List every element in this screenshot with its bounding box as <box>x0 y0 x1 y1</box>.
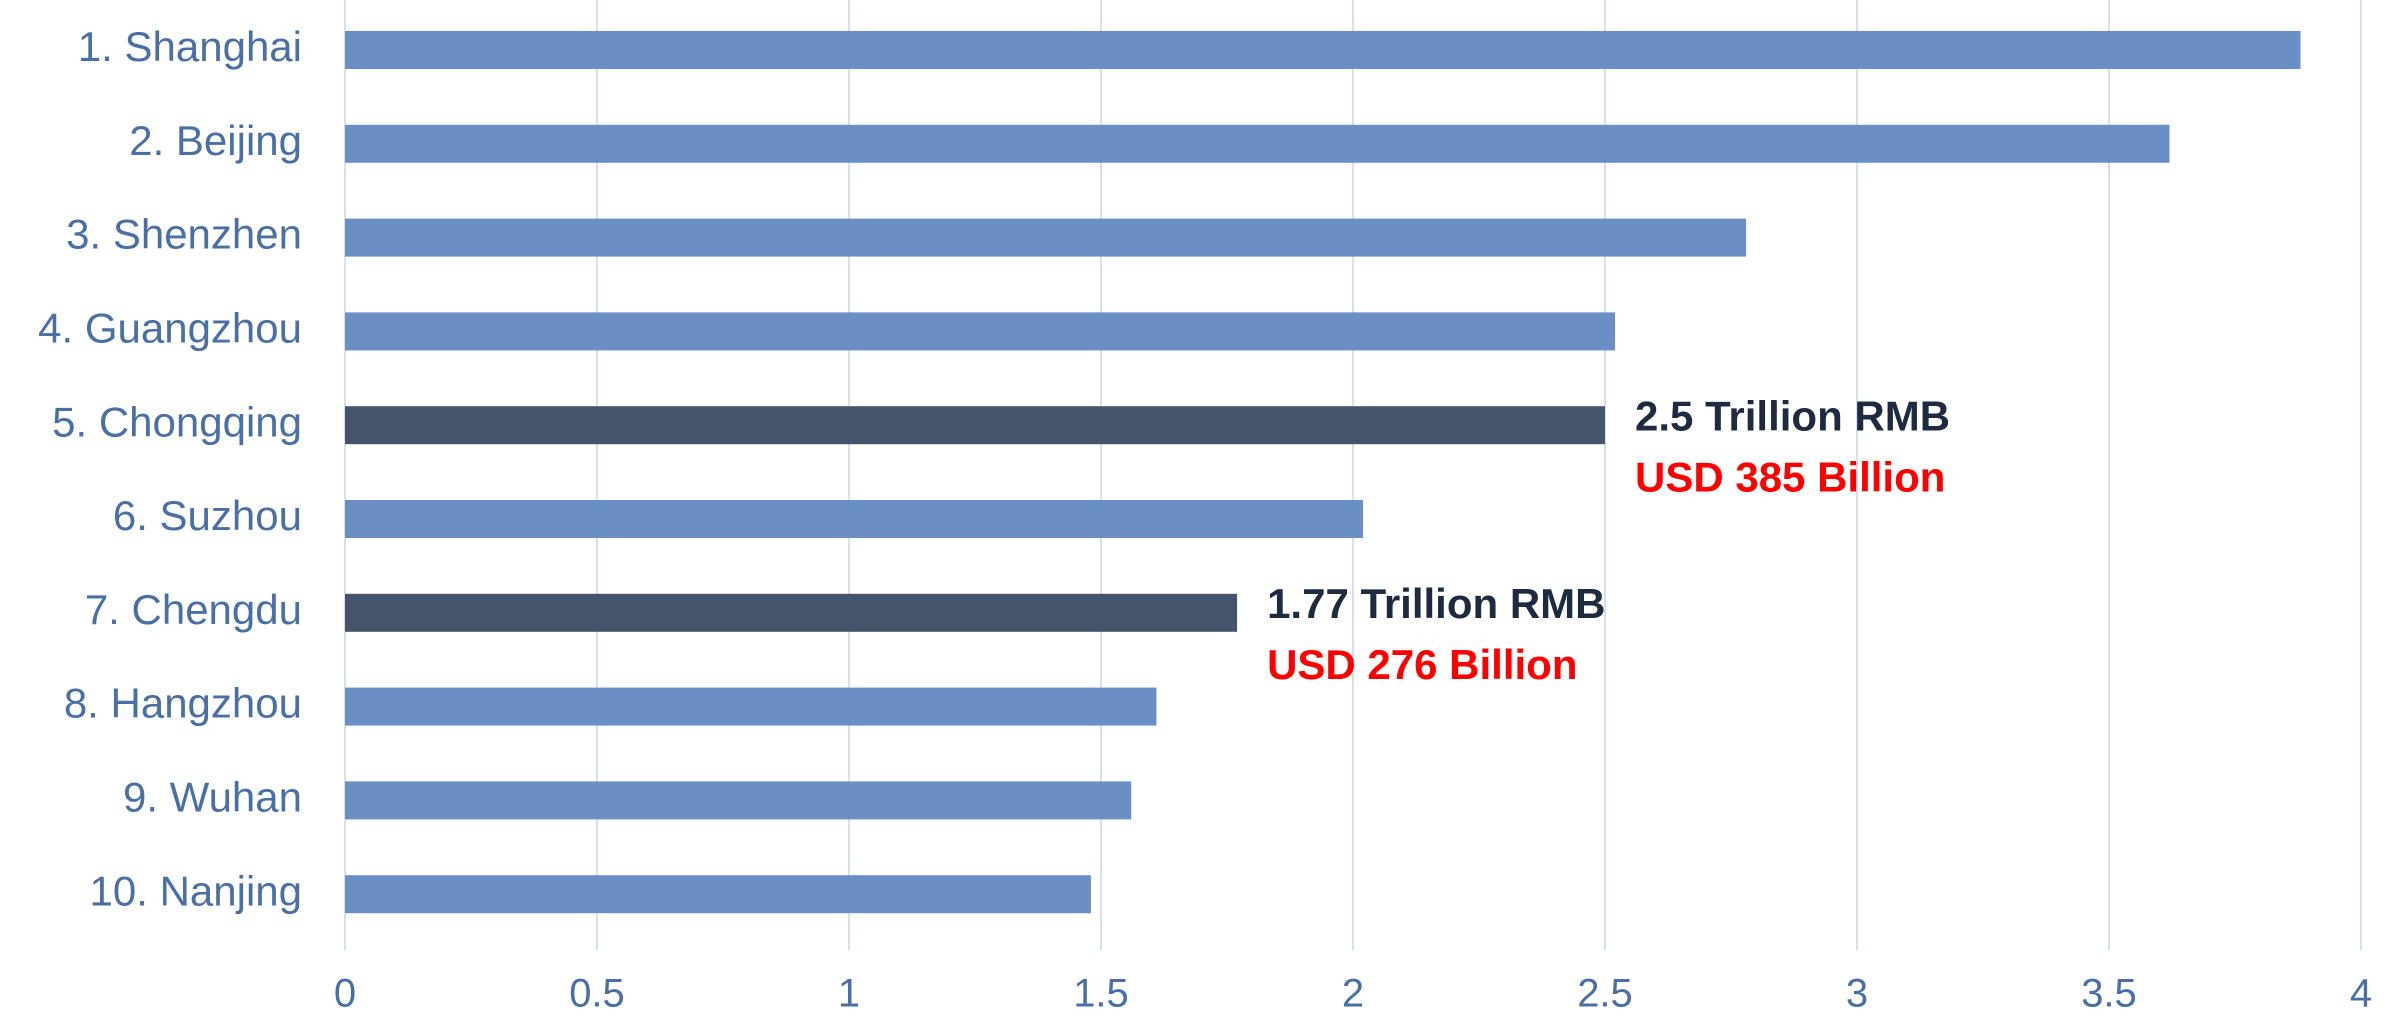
x-tick-label: 0.5 <box>569 972 625 1016</box>
bar <box>345 781 1132 820</box>
category-label: 4. Guangzhou <box>38 304 302 351</box>
annotation-sub: USD 276 Billion <box>1267 641 1577 688</box>
x-tick-label: 2.5 <box>1577 972 1633 1016</box>
bar <box>345 593 1238 632</box>
category-label: 5. Chongqing <box>52 398 302 445</box>
annotation: 1.77 Trillion RMB <box>1267 580 1605 627</box>
category-label: 7. Chengdu <box>85 586 302 633</box>
category-label: 1. Shanghai <box>78 23 302 70</box>
x-tick-label: 1.5 <box>1073 972 1129 1016</box>
annotation-sub: USD 385 Billion <box>1635 453 1945 500</box>
category-label: 8. Hangzhou <box>64 680 302 727</box>
bar <box>345 31 2301 69</box>
category-label: 10. Nanjing <box>90 867 302 914</box>
bar <box>345 218 1747 257</box>
category-label: 3. Shenzhen <box>66 211 302 258</box>
x-tick-label: 2 <box>1342 972 1364 1016</box>
bar <box>345 875 1091 914</box>
x-tick-label: 3.5 <box>2081 972 2137 1016</box>
bar <box>345 124 2170 163</box>
category-label: 2. Beijing <box>129 117 302 164</box>
bar <box>345 500 1364 538</box>
annotation: 2.5 Trillion RMB <box>1635 392 1950 439</box>
bar <box>345 687 1157 726</box>
x-tick-label: 1 <box>838 972 860 1016</box>
category-label: 9. Wuhan <box>123 773 302 820</box>
x-tick-label: 4 <box>2350 972 2372 1016</box>
x-tick-label: 0 <box>334 972 356 1016</box>
bar <box>345 312 1616 351</box>
category-label: 6. Suzhou <box>113 492 302 539</box>
x-tick-label: 3 <box>1846 972 1868 1016</box>
bar <box>345 406 1605 445</box>
